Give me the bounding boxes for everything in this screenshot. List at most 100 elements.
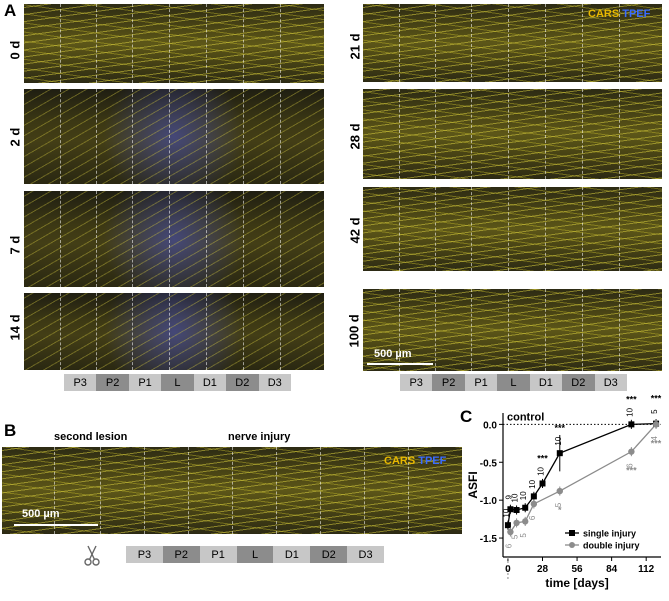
significance-label: *** <box>555 423 566 433</box>
significance-label: *** <box>651 394 662 404</box>
micrograph-0d <box>24 4 324 83</box>
micrograph-100d <box>363 289 662 371</box>
segment-p1: P1 <box>128 374 162 391</box>
segment-d2: D2 <box>310 546 348 563</box>
second-lesion-label: second lesion <box>54 431 128 443</box>
scale-bar-a <box>367 363 433 365</box>
nerve-injury-label: nerve injury <box>228 431 291 443</box>
n-label: 5 <box>519 533 528 538</box>
micrograph-28d <box>363 89 662 179</box>
segment-p3: P3 <box>126 546 163 563</box>
micrograph-21d <box>363 4 662 82</box>
data-point <box>507 528 514 536</box>
segment-p2: P2 <box>432 374 465 391</box>
data-point <box>513 507 520 514</box>
significance-label: * <box>558 505 562 515</box>
segment-bar-a-left: P3 P2 P1 L D1 D2 D3 <box>64 374 291 391</box>
n-label: 10 <box>625 407 634 416</box>
day-label-0d: 0 d <box>7 40 23 60</box>
n-label: 6 <box>504 543 513 548</box>
data-point <box>513 519 520 527</box>
data-point <box>504 522 511 529</box>
segment-bar-a-right: P3 P2 P1 L D1 D2 D3 <box>400 374 627 391</box>
segment-d2: D2 <box>562 374 595 391</box>
n-label: 10 <box>511 493 520 502</box>
scissors-icon <box>82 544 102 566</box>
x-axis-label: time [days] <box>545 576 608 590</box>
segment-d2: D2 <box>226 374 259 391</box>
data-point <box>530 493 537 500</box>
n-label: 10 <box>502 508 511 517</box>
segment-bar-b: P3 P2 P1 L D1 D2 D3 <box>126 546 385 563</box>
legend-label: single injury <box>583 529 636 539</box>
data-point <box>530 500 538 508</box>
legend-b: CARS TPEF <box>384 455 446 467</box>
data-point <box>652 421 660 428</box>
day-label-7d: 7 d <box>7 235 23 255</box>
segment-d1: D1 <box>273 546 311 563</box>
y-tick-label: -1.5 <box>480 534 498 545</box>
segment-p3: P3 <box>64 374 97 391</box>
n-label: 4 <box>650 436 659 441</box>
segment-p1: P1 <box>464 374 498 391</box>
micrograph-double-injury <box>2 447 462 534</box>
micrograph-42d <box>363 187 662 271</box>
segment-p1: P1 <box>199 546 237 563</box>
segment-p2: P2 <box>96 374 129 391</box>
significance-label: *** <box>626 394 637 404</box>
day-label-42d: 42 d <box>347 217 363 244</box>
data-point <box>628 421 635 428</box>
segment-d1: D1 <box>529 374 563 391</box>
data-point <box>556 487 563 495</box>
micrograph-2d <box>24 89 324 184</box>
segment-d3: D3 <box>258 374 291 391</box>
scale-label-a: 500 µm <box>374 348 412 360</box>
data-point <box>556 450 563 457</box>
n-label: 9 <box>504 494 513 499</box>
n-label: 6 <box>625 463 634 468</box>
day-label-14d: 14 d <box>7 314 23 341</box>
n-label: 10 <box>528 479 537 488</box>
x-tick-label: 28 <box>537 564 549 575</box>
segment-d3: D3 <box>347 546 385 563</box>
y-tick-label: -1.0 <box>480 496 498 507</box>
n-label: 5 <box>554 502 563 507</box>
segment-l: L <box>236 546 274 563</box>
significance-label: *** <box>626 466 637 476</box>
n-label: 5 <box>650 409 659 414</box>
data-point <box>507 506 514 513</box>
micrograph-7d <box>24 191 324 287</box>
data-point <box>539 480 546 487</box>
n-label: 10 <box>519 491 528 500</box>
x-tick-label: 56 <box>572 564 584 575</box>
data-point <box>522 504 529 511</box>
scale-label-b: 500 µm <box>22 508 60 520</box>
segment-l: L <box>497 374 530 391</box>
data-point <box>522 518 529 525</box>
legend-a: CARS TPEF <box>588 8 650 20</box>
segment-p2: P2 <box>162 546 200 563</box>
panel-b-letter: B <box>4 421 17 440</box>
panel-a-letter: A <box>4 1 17 20</box>
x-tick-label: 112 <box>638 564 655 575</box>
significance-label: *** <box>651 438 662 448</box>
segment-l: L <box>161 374 194 391</box>
y-tick-label: 0.0 <box>483 420 497 431</box>
day-label-28d: 28 d <box>347 123 363 150</box>
legend-tpef: TPEF <box>622 8 651 20</box>
n-label: 10 <box>554 436 563 445</box>
y-tick-label: -0.5 <box>480 458 498 469</box>
day-label-21d: 21 d <box>347 33 363 60</box>
micrograph-14d <box>24 293 324 370</box>
scale-bar-b <box>14 524 98 526</box>
panel-c-letter: C <box>460 407 473 426</box>
control-label: control <box>507 411 544 423</box>
significance-label: *** <box>537 453 548 463</box>
n-label: 10 <box>537 466 546 475</box>
legend-marker <box>569 542 575 548</box>
legend-tpef: TPEF <box>418 455 447 467</box>
n-label: 5 <box>511 534 520 539</box>
data-point <box>628 448 635 455</box>
segment-p3: P3 <box>400 374 433 391</box>
